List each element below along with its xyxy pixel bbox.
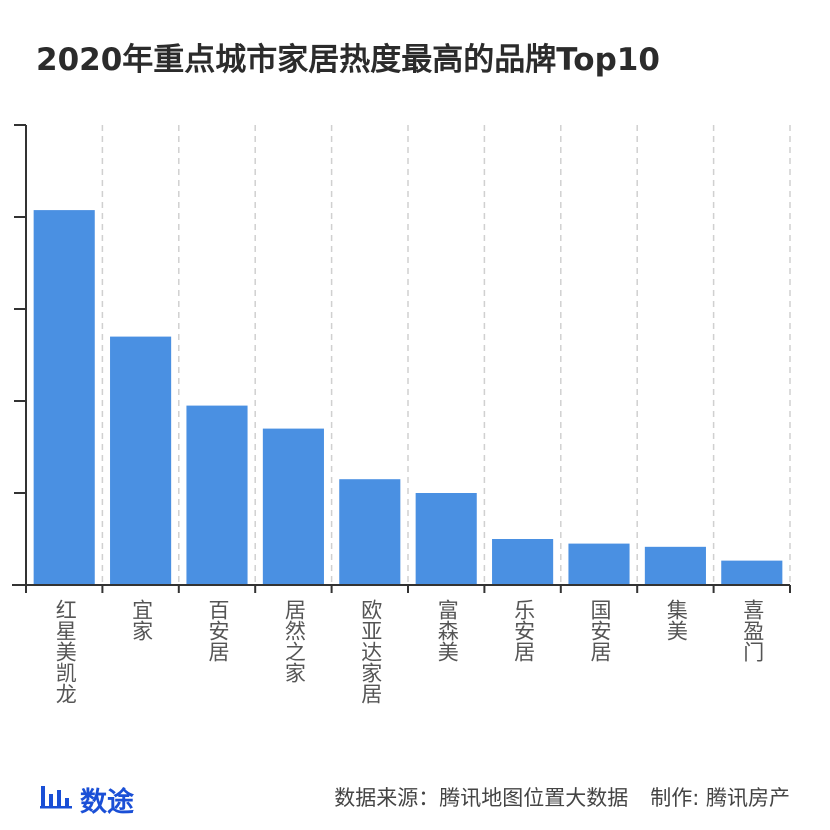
bar [492,539,554,585]
category-label: 红星美凯龙 [53,599,77,704]
bar [721,560,783,585]
bar [415,493,477,585]
bar [262,428,324,585]
chart-title: 2020年重点城市家居热度最高的品牌Top10 [36,42,660,78]
data-source: 数据来源：腾讯地图位置大数据 [334,786,629,810]
bar [33,210,95,585]
bar-chart-icon [40,783,74,816]
category-label: 国安居 [588,599,612,662]
bar [568,543,630,585]
category-label: 乐安居 [512,599,536,662]
category-label: 欧亚达家居 [359,599,383,704]
category-label: 居然之家 [282,599,306,683]
footer-source: 数据来源：腾讯地图位置大数据 制作: 腾讯房产 [334,782,790,812]
category-label: 百安居 [206,599,230,662]
logo-text: 数途 [80,787,134,818]
bar [644,546,706,585]
credit: 制作: 腾讯房产 [650,786,790,810]
bar [339,479,401,585]
bars [33,210,783,585]
category-labels: 红星美凯龙 宜家 百安居 居然之家 欧亚达家居 富森美 乐安居 国安居 集美 喜盈门 [53,599,765,704]
axes [12,124,791,593]
logo: 数途 [40,780,134,819]
category-label: 宜家 [130,599,154,641]
category-label: 喜盈门 [741,599,765,662]
bar [186,405,248,585]
category-label: 富森美 [435,599,459,662]
bar [110,336,172,585]
category-label: 集美 [664,599,688,641]
